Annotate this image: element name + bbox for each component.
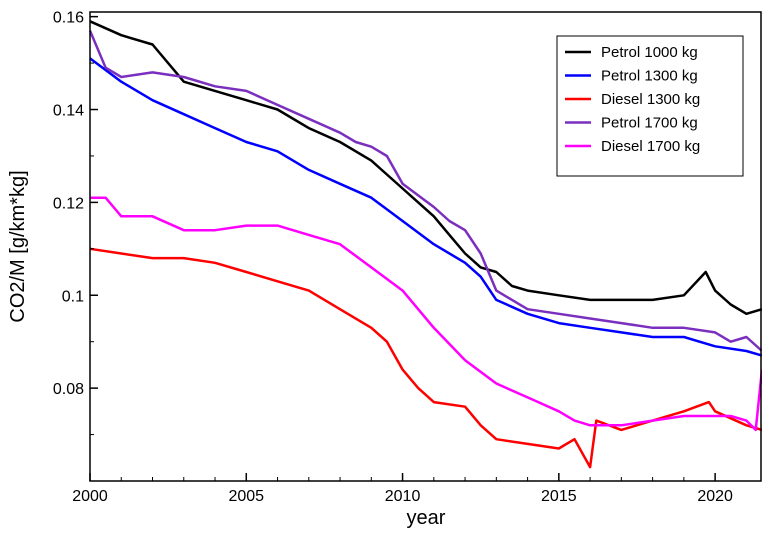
series-line-1 <box>89 20 762 316</box>
x-tick-label: 2000 <box>72 488 108 505</box>
y-tick-label: 0.16 <box>53 10 84 27</box>
y-axis-title: CO2/M [g/km*kg] <box>7 170 29 322</box>
x-axis-title: year <box>407 507 446 529</box>
x-tick-label: 2020 <box>697 488 733 505</box>
legend-label: Petrol 1700 kg <box>601 115 698 132</box>
y-tick-label: 0.1 <box>62 288 84 305</box>
legend-label: Petrol 1000 kg <box>601 44 698 61</box>
legend: Petrol 1000 kg Petrol 1300 kg Diesel 1300 … <box>556 35 744 177</box>
tick-layer: 2000 2005 2010 2015 2020 0.08 0.1 0.12 0.14 0.16 <box>53 10 733 505</box>
y-tick-label: 0.08 <box>53 381 84 398</box>
series-layer <box>88 20 762 469</box>
y-tick-label: 0.12 <box>53 195 84 212</box>
series-line-4 <box>88 30 762 352</box>
legend-box <box>556 35 744 177</box>
series-line-2 <box>89 57 762 357</box>
series-line-5 <box>90 196 762 432</box>
y-tick-label: 0.14 <box>53 103 84 120</box>
series-line-3 <box>89 247 762 469</box>
plot-frame <box>89 11 762 482</box>
x-tick-label: 2015 <box>541 488 577 505</box>
x-tick-label: 2010 <box>385 488 421 505</box>
legend-label: Diesel 1300 kg <box>601 91 700 108</box>
x-tick-label: 2005 <box>228 488 264 505</box>
legend-label: Diesel 1700 kg <box>601 138 700 155</box>
legend-label: Petrol 1300 kg <box>601 68 698 85</box>
